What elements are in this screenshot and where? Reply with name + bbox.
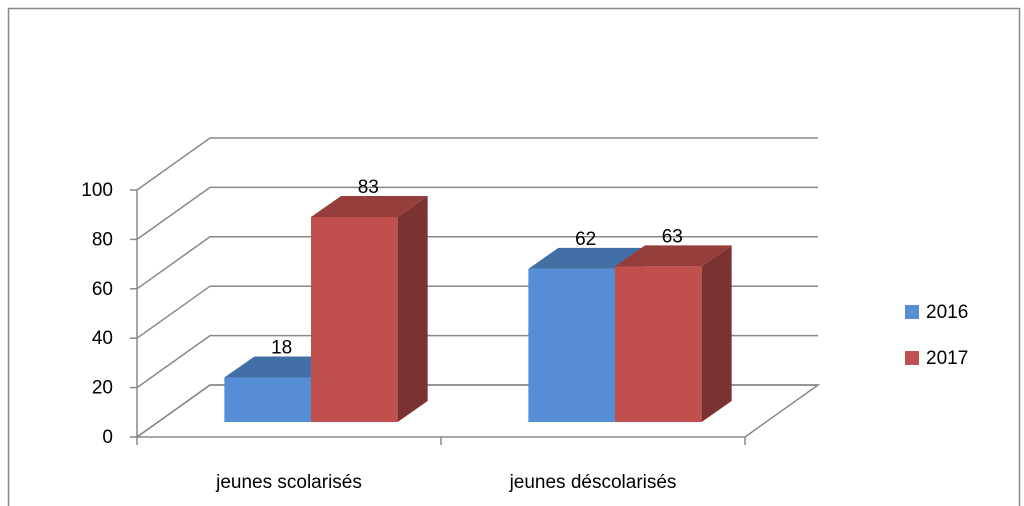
bar-side <box>397 195 428 422</box>
data-label: 62 <box>575 229 596 250</box>
bar-front <box>615 266 702 422</box>
grid-line <box>136 137 818 191</box>
bar-top <box>311 195 428 217</box>
data-label: 83 <box>358 177 379 198</box>
grid-line <box>136 186 818 241</box>
legend-label: 2017 <box>926 348 968 369</box>
bar-front <box>224 377 311 422</box>
x-tick-label: jeunes déscolarisés <box>509 472 677 493</box>
x-tick-label: jeunes scolarisés <box>215 472 362 493</box>
legend-label: 2016 <box>926 302 968 323</box>
y-tick-label: 20 <box>92 378 113 399</box>
bar-top <box>528 247 645 269</box>
legend-swatch <box>905 305 919 319</box>
bar-side <box>701 245 732 422</box>
grid-line <box>136 236 818 290</box>
data-label: 63 <box>662 226 683 247</box>
y-tick-label: 100 <box>81 180 113 201</box>
y-tick-label: 40 <box>92 328 113 349</box>
bar <box>615 245 732 422</box>
bar-front <box>311 216 398 422</box>
bar-top <box>615 245 732 267</box>
bar-front <box>528 268 615 422</box>
legend-swatch <box>905 351 919 365</box>
y-tick-label: 60 <box>92 279 113 300</box>
bar <box>311 195 428 422</box>
data-label: 18 <box>271 338 292 359</box>
y-tick-label: 0 <box>102 427 113 448</box>
y-tick-label: 80 <box>92 229 113 250</box>
chart-border <box>7 7 1021 506</box>
